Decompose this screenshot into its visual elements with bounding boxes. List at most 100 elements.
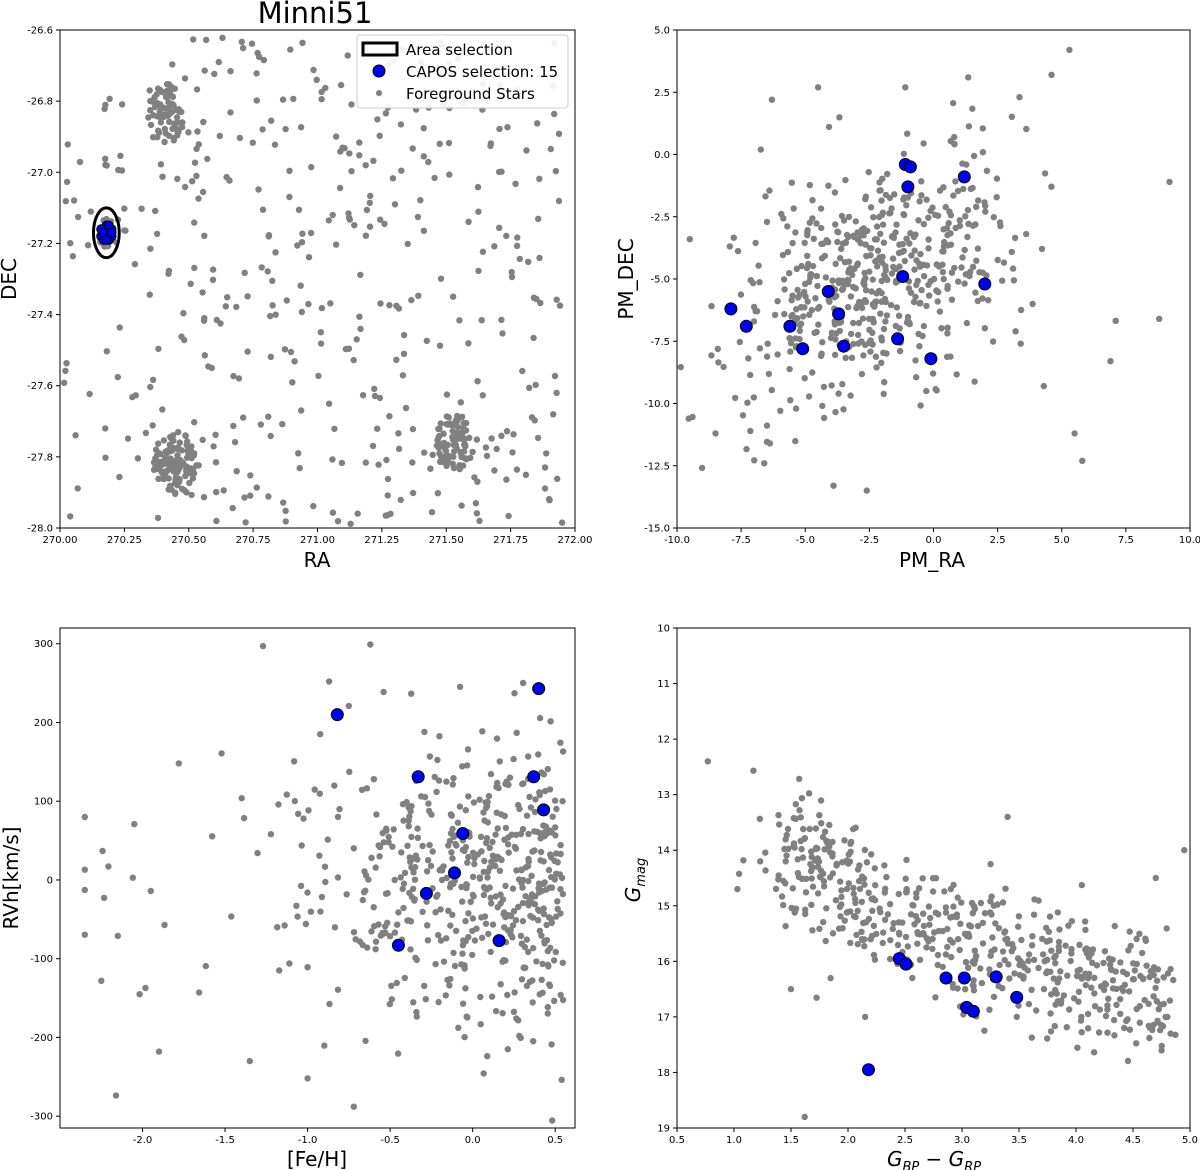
cmd-foreground-star <box>833 862 840 869</box>
radec-foreground-star <box>440 439 448 447</box>
radec-foreground-star <box>171 120 178 127</box>
radec-foreground-star <box>222 303 229 310</box>
rv_feh-foreground-star <box>286 960 293 967</box>
radec-ytick-label: -27.2 <box>27 239 53 250</box>
pm-foreground-star <box>840 406 847 413</box>
radec-foreground-star <box>241 269 248 276</box>
cmd-foreground-star <box>784 825 792 833</box>
pm-foreground-star <box>896 263 903 270</box>
rv_feh-foreground-star <box>496 758 503 765</box>
radec-foreground-star <box>452 441 459 448</box>
pm-foreground-star <box>787 397 794 404</box>
radec-foreground-star <box>170 137 177 144</box>
radec-foreground-star <box>239 44 247 52</box>
rv_feh-foreground-star <box>334 874 342 881</box>
cmd-foreground-star <box>858 898 865 905</box>
radec-foreground-star <box>147 97 154 105</box>
radec-foreground-star <box>183 489 190 496</box>
rv_feh-foreground-star <box>548 873 555 881</box>
pm-foreground-star <box>912 357 919 364</box>
radec-foreground-star <box>329 509 337 516</box>
rv_feh-foreground-star <box>553 870 560 877</box>
radec-foreground-star <box>366 199 373 206</box>
legend-area-swatch <box>361 41 399 57</box>
radec-foreground-star <box>272 249 279 256</box>
cmd-foreground-star <box>1016 971 1023 979</box>
pm-foreground-star <box>854 236 861 243</box>
cmd-foreground-star <box>955 935 962 943</box>
cmd-foreground-star <box>845 851 852 858</box>
pm-foreground-star <box>895 249 903 257</box>
radec-foreground-star <box>536 254 543 262</box>
rv_feh-foreground-star <box>537 835 544 842</box>
cmd-foreground-star <box>1055 947 1063 955</box>
rv_feh-foreground-star <box>554 898 561 905</box>
radec-foreground-star <box>182 432 189 439</box>
radec-foreground-star <box>536 175 543 182</box>
pm-foreground-star <box>749 279 757 287</box>
rv_feh-foreground-star <box>507 912 514 920</box>
radec-foreground-star <box>102 425 109 432</box>
rv_feh-foreground-star <box>376 853 383 860</box>
rv_feh-foreground-star <box>142 984 149 992</box>
radec-foreground-star <box>550 411 557 418</box>
radec-foreground-star <box>534 120 541 127</box>
radec-foreground-star <box>63 360 70 367</box>
pm-foreground-star <box>806 181 813 189</box>
pm-foreground-star <box>903 235 910 242</box>
radec-foreground-star <box>552 167 560 175</box>
radec-foreground-star <box>279 96 287 103</box>
rv_feh-foreground-star <box>537 857 544 864</box>
cmd-foreground-star <box>884 911 892 918</box>
cmd-ytick-label: 13 <box>657 790 670 801</box>
radec-foreground-star <box>295 206 303 213</box>
radec-foreground-star <box>150 466 158 473</box>
cmd-foreground-star <box>1063 1023 1071 1031</box>
pm-foreground-star <box>949 99 957 107</box>
cmd-foreground-star <box>856 885 864 893</box>
cmd-foreground-star <box>1028 1034 1036 1041</box>
pm-foreground-star <box>797 320 805 327</box>
pm-foreground-star <box>942 203 949 211</box>
rv_feh-foreground-star <box>515 903 522 911</box>
pm-xtick-label: -5.0 <box>795 535 815 546</box>
cmd-foreground-star <box>912 912 920 920</box>
cmd-foreground-star <box>977 965 984 972</box>
cmd-ytick-label: 17 <box>657 1012 670 1023</box>
radec-foreground-star <box>530 294 538 301</box>
radec-foreground-star <box>145 114 152 121</box>
rv_feh-foreground-star <box>81 931 89 938</box>
radec-foreground-star <box>499 330 506 337</box>
rv_feh-foreground-star <box>424 922 431 929</box>
radec-foreground-star <box>159 173 166 180</box>
cmd-foreground-star <box>1039 951 1047 958</box>
cmd-foreground-star <box>992 920 999 927</box>
cmd-foreground-star <box>859 873 866 880</box>
radec-foreground-star <box>371 385 378 393</box>
radec-xlabel: RA <box>304 548 331 572</box>
radec-foreground-star <box>114 373 122 381</box>
cmd-foreground-star <box>974 922 982 930</box>
pm-foreground-star <box>965 123 973 130</box>
pm-foreground-star <box>934 298 941 305</box>
cmd-ytick-label: 10 <box>657 624 670 635</box>
pm-foreground-star <box>865 168 872 176</box>
pm-panel: -10.0 -7.5 -5.0 -2.5 0.0 2.5 5.0 7.5 10.0-15.0-1… <box>644 26 1200 547</box>
radec-foreground-star <box>229 504 236 512</box>
radec-foreground-star <box>64 141 72 148</box>
rv_feh-foreground-star <box>476 875 484 882</box>
pm-foreground-star <box>985 297 992 304</box>
rv_feh-foreground-star <box>537 848 545 856</box>
radec-foreground-star <box>395 430 402 437</box>
radec-foreground-star <box>267 432 274 440</box>
radec-foreground-star <box>193 462 200 469</box>
rv_feh-foreground-star <box>414 825 421 832</box>
rv_feh-foreground-star <box>517 932 525 940</box>
radec-foreground-star <box>181 183 189 191</box>
pm-foreground-star <box>866 268 873 275</box>
rv_feh-foreground-star <box>409 885 417 893</box>
pm-foreground-star <box>871 303 878 310</box>
pm-foreground-star <box>1079 457 1086 464</box>
radec-foreground-star <box>299 39 306 46</box>
pm-foreground-star <box>832 221 839 228</box>
